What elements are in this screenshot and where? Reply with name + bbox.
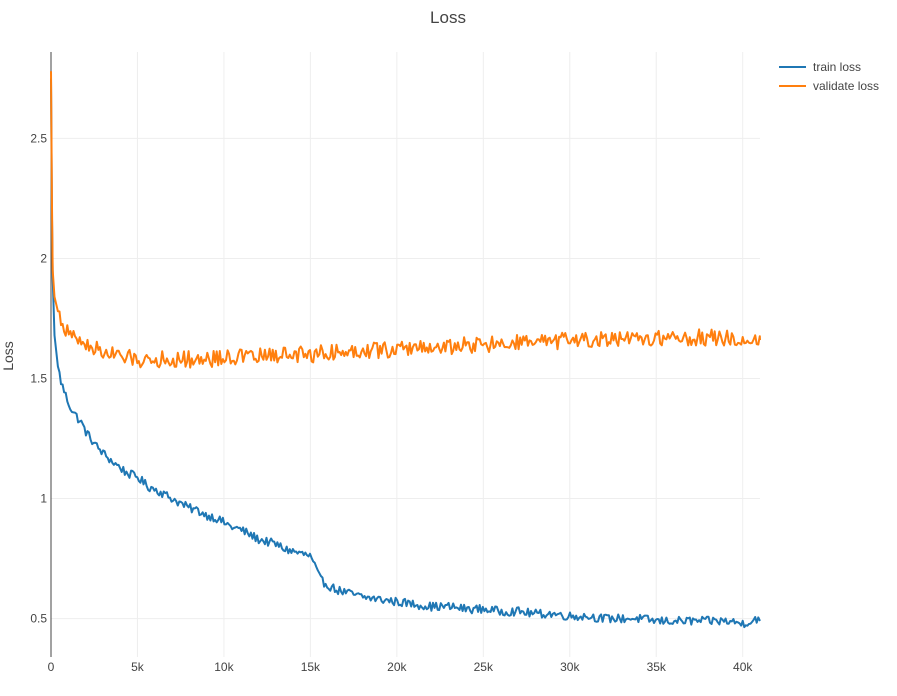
y-tick-label: 2 [40,251,47,265]
x-tick-label: 40k [733,660,753,674]
legend-label: train loss [813,60,861,74]
x-tick-label: 20k [387,660,407,674]
x-tick-label: 30k [560,660,580,674]
x-tick-label: 15k [301,660,321,674]
y-axis-ticks: 0.5 1 1.5 2 2.5 [30,131,47,625]
x-tick-label: 0 [48,660,55,674]
legend-item-validate-loss[interactable]: validate loss [779,79,879,93]
series-line-validate-loss [50,71,761,369]
y-gridlines [51,137,760,620]
series-layer [50,71,761,629]
x-axis-ticks: 0 5k 10k 15k 20k 25k 30k 35k 40k [48,660,754,674]
y-axis-label: Loss [0,341,16,371]
y-tick-label: 1.5 [30,372,47,386]
series-line-train-loss [50,78,761,629]
legend-item-train-loss[interactable]: train loss [779,60,861,74]
x-tick-label: 35k [647,660,667,674]
x-tick-label: 5k [131,660,145,674]
x-tick-label: 25k [474,660,494,674]
x-tick-label: 10k [214,660,234,674]
legend-label: validate loss [813,79,879,93]
y-tick-label: 0.5 [30,612,47,626]
chart-title: Loss [430,8,466,27]
y-tick-label: 2.5 [30,131,47,145]
y-tick-label: 1 [40,492,47,506]
legend[interactable]: train loss validate loss [779,60,879,93]
